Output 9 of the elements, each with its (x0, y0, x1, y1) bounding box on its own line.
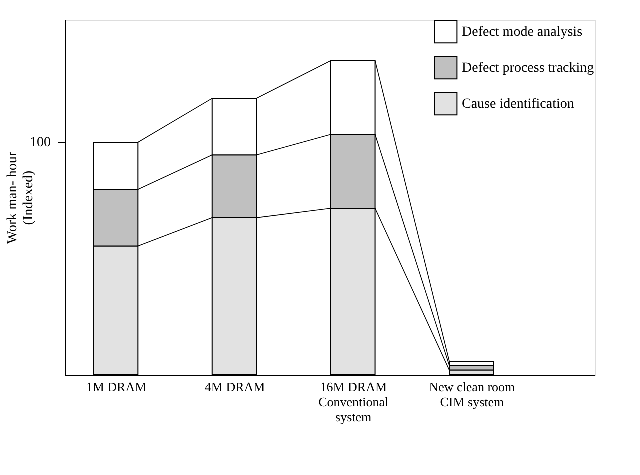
y-axis-title: Work man- hour (Indexed) (6, 152, 36, 244)
legend-label: Defect process tracking (462, 61, 594, 76)
legend-label: Defect mode analysis (462, 25, 583, 40)
legend-label: Cause identification (462, 97, 574, 112)
text: 100 (30, 136, 51, 151)
x-tick-label: 16M DRAM Conventional system (318, 380, 390, 424)
x-tick-label: 4M DRAM (204, 380, 266, 394)
x-tick-label: 1M DRAM (86, 380, 148, 394)
x-tick-label: New clean room CIM system (429, 380, 516, 410)
